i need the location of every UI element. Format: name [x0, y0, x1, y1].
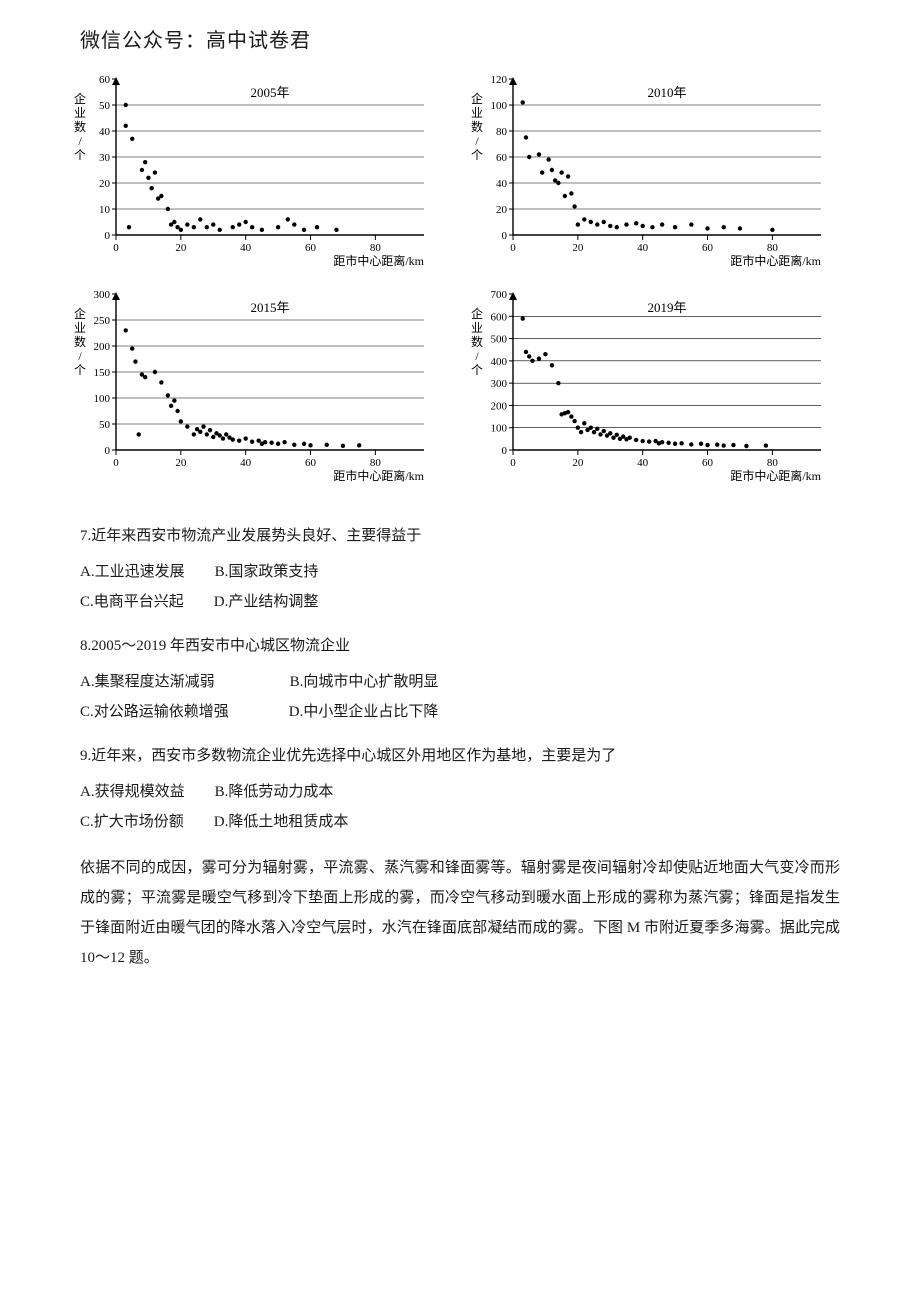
- svg-text:业: 业: [74, 106, 86, 120]
- svg-text:数: 数: [471, 119, 483, 134]
- charts-grid: 0204060800102030405060距市中心距离/km企业数/个2005…: [70, 71, 840, 491]
- svg-text:企: 企: [471, 306, 483, 321]
- svg-text:0: 0: [502, 230, 508, 242]
- svg-text:80: 80: [370, 457, 382, 469]
- svg-text:80: 80: [767, 242, 779, 254]
- svg-text:40: 40: [240, 457, 252, 469]
- svg-text:20: 20: [99, 178, 111, 190]
- svg-text:数: 数: [74, 334, 86, 349]
- svg-text:20: 20: [572, 242, 584, 254]
- svg-text:600: 600: [491, 311, 508, 323]
- svg-text:个: 个: [471, 148, 483, 162]
- svg-text:40: 40: [637, 242, 649, 254]
- svg-text:2019年: 2019年: [647, 300, 686, 315]
- svg-text:300: 300: [94, 289, 111, 301]
- svg-text:40: 40: [99, 126, 111, 138]
- svg-text:个: 个: [471, 363, 483, 377]
- svg-text:距市中心距离/km: 距市中心距离/km: [333, 253, 424, 268]
- svg-text:0: 0: [105, 230, 111, 242]
- svg-text:20: 20: [496, 204, 508, 216]
- svg-text:距市中心距离/km: 距市中心距离/km: [730, 253, 821, 268]
- svg-text:200: 200: [491, 400, 508, 412]
- svg-text:20: 20: [572, 457, 584, 469]
- svg-text:/: /: [78, 134, 82, 148]
- svg-text:80: 80: [767, 457, 779, 469]
- svg-text:400: 400: [491, 356, 508, 368]
- chart-panel-2019: 0 20 40 60 80 0 100 200 300 400 500 600 700 距市中心距离/km…: [467, 286, 840, 491]
- svg-text:企: 企: [471, 91, 483, 106]
- svg-text:60: 60: [99, 74, 111, 86]
- svg-text:150: 150: [94, 367, 111, 379]
- question-stem: 9.近年来，西安市多数物流企业优先选择中心城区外用地区作为基地，主要是为了: [80, 741, 840, 771]
- svg-text:300: 300: [491, 378, 508, 390]
- svg-text:2015年: 2015年: [250, 300, 289, 315]
- svg-text:60: 60: [305, 457, 317, 469]
- option-row: C.电商平台兴起 D.产业结构调整: [80, 587, 840, 617]
- svg-text:40: 40: [637, 457, 649, 469]
- svg-text:20: 20: [175, 242, 187, 254]
- questions-container: 7.近年来西安市物流产业发展势头良好、主要得益于 A.工业迅速发展 B.国家政策支…: [80, 521, 840, 837]
- question-block: 8.2005～2019 年西安市中心城区物流企业 A.集聚程度达渐减弱 B.向城市…: [80, 631, 840, 727]
- option-row: A.集聚程度达渐减弱 B.向城市中心扩散明显: [80, 667, 840, 697]
- question-stem: 7.近年来西安市物流产业发展势头良好、主要得益于: [80, 521, 840, 551]
- svg-text:40: 40: [496, 178, 508, 190]
- svg-text:100: 100: [491, 423, 508, 435]
- svg-text:/: /: [475, 134, 479, 148]
- svg-text:50: 50: [99, 100, 111, 112]
- svg-text:200: 200: [94, 341, 111, 353]
- page-header: 微信公众号：高中试卷君: [80, 24, 840, 53]
- svg-text:60: 60: [702, 457, 714, 469]
- svg-text:距市中心距离/km: 距市中心距离/km: [730, 468, 821, 483]
- svg-text:0: 0: [113, 242, 119, 254]
- svg-text:0: 0: [502, 445, 508, 457]
- question-block: 9.近年来，西安市多数物流企业优先选择中心城区外用地区作为基地，主要是为了 A.获…: [80, 741, 840, 837]
- svg-text:60: 60: [496, 152, 508, 164]
- svg-text:企: 企: [74, 91, 86, 106]
- svg-text:30: 30: [99, 152, 111, 164]
- svg-text:80: 80: [370, 242, 382, 254]
- svg-text:0: 0: [510, 457, 516, 469]
- option-row: C.扩大市场份额 D.降低土地租赁成本: [80, 807, 840, 837]
- chart-panel-2015: 0 20 40 60 80 0 50 100 150 200 250 300 距市中心距离/km 企业数/…: [70, 286, 443, 491]
- svg-text:个: 个: [74, 148, 86, 162]
- option-row: C.对公路运输依赖增强 D.中小型企业占比下降: [80, 697, 840, 727]
- svg-text:40: 40: [240, 242, 252, 254]
- svg-text:业: 业: [74, 321, 86, 335]
- chart-panel-2010: 0 20 40 60 80 0 20 40 60 80 100 120 距市中心距离/km 企业数/个 20…: [467, 71, 840, 276]
- svg-text:50: 50: [99, 419, 111, 431]
- svg-text:数: 数: [74, 119, 86, 134]
- svg-text:个: 个: [74, 363, 86, 377]
- svg-text:0: 0: [510, 242, 516, 254]
- svg-text:0: 0: [113, 457, 119, 469]
- svg-text:60: 60: [702, 242, 714, 254]
- svg-text:500: 500: [491, 334, 508, 346]
- svg-text:20: 20: [175, 457, 187, 469]
- svg-text:业: 业: [471, 106, 483, 120]
- svg-text:80: 80: [496, 126, 508, 138]
- svg-text:距市中心距离/km: 距市中心距离/km: [333, 468, 424, 483]
- svg-text:250: 250: [94, 315, 111, 327]
- svg-text:企: 企: [74, 306, 86, 321]
- svg-text:10: 10: [99, 204, 111, 216]
- option-row: A.获得规模效益 B.降低劳动力成本: [80, 777, 840, 807]
- passage-text: 依据不同的成因，雾可分为辐射雾，平流雾、蒸汽雾和锋面雾等。辐射雾是夜间辐射冷却使…: [80, 853, 840, 973]
- option-row: A.工业迅速发展 B.国家政策支持: [80, 557, 840, 587]
- svg-text:700: 700: [491, 289, 508, 301]
- svg-text:0: 0: [105, 445, 111, 457]
- svg-text:2005年: 2005年: [250, 85, 289, 100]
- svg-text:/: /: [475, 349, 479, 363]
- svg-text:2010年: 2010年: [647, 85, 686, 100]
- svg-text:120: 120: [491, 74, 508, 86]
- svg-text:数: 数: [471, 334, 483, 349]
- svg-text:/: /: [78, 349, 82, 363]
- svg-text:60: 60: [305, 242, 317, 254]
- svg-text:业: 业: [471, 321, 483, 335]
- svg-text:100: 100: [94, 393, 111, 405]
- question-block: 7.近年来西安市物流产业发展势头良好、主要得益于 A.工业迅速发展 B.国家政策支…: [80, 521, 840, 617]
- question-stem: 8.2005～2019 年西安市中心城区物流企业: [80, 631, 840, 661]
- chart-panel-2005: 0 20 40 60 80 0 10 20 30 40 50 60 距市中心距离/km 企业数/个 2005…: [70, 71, 443, 276]
- svg-text:100: 100: [491, 100, 508, 112]
